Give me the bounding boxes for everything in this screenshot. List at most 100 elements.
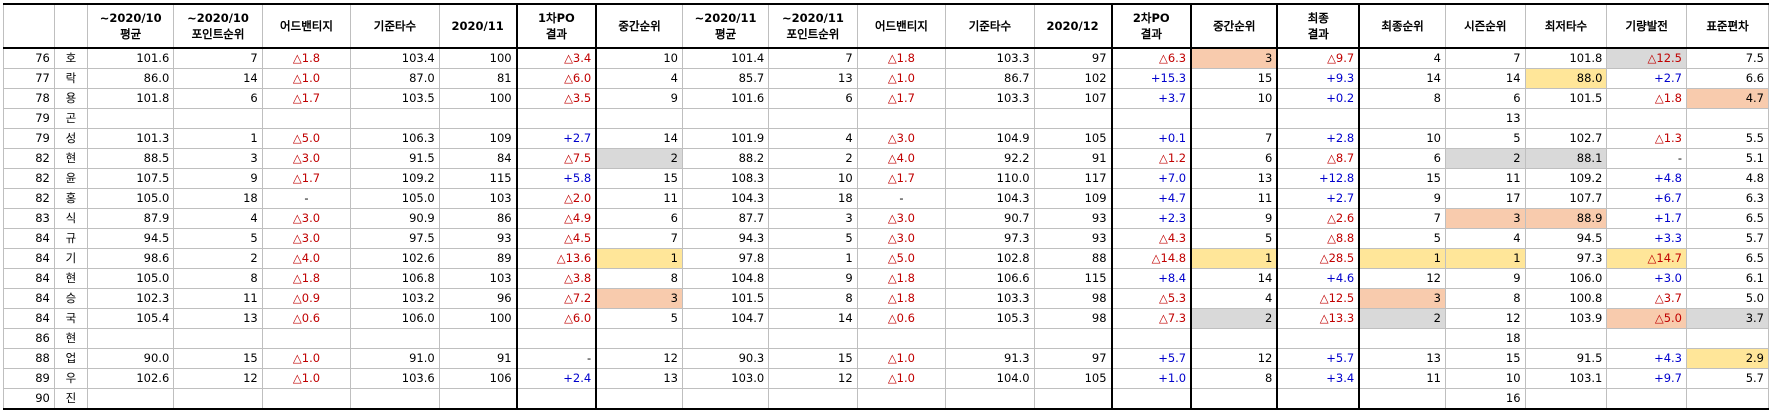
cell-b6: △5.3 [1110, 288, 1193, 309]
cell-a5: 109 [438, 128, 518, 149]
cell-a1: 86.0 [87, 68, 175, 89]
cell-a7: 4 [595, 68, 683, 89]
cell-c5: +3.3 [1606, 228, 1687, 249]
table-row: 82 홍 105.0 18-105.0 103 △2.0 11 104.3 18-104.3 10… [3, 188, 1769, 209]
cell-c4 [1524, 108, 1608, 129]
cell-b3: △3.0 [856, 208, 947, 229]
cell-a5: 84 [438, 148, 518, 169]
cell-c5: △1.3 [1606, 128, 1687, 149]
cell-a3: - [261, 188, 352, 209]
cell-a2: 5 [173, 228, 263, 249]
table-row: 86 현 18 [3, 328, 1769, 349]
cell-b4: 103.3 [945, 47, 1035, 69]
cell-b3 [856, 388, 947, 410]
cell-b2: 8 [768, 288, 858, 309]
cell-a7: 15 [595, 168, 683, 189]
cell-b6: △4.3 [1110, 228, 1193, 249]
cell-b3: △1.7 [856, 168, 947, 189]
cell-c5: - [1606, 148, 1687, 169]
cell-rank: 78 [3, 88, 55, 109]
cell-a1: 107.5 [87, 168, 175, 189]
cell-c6: 7.5 [1686, 47, 1769, 69]
cell-b5: 117 [1033, 168, 1113, 189]
cell-c2: 5 [1358, 228, 1446, 249]
cell-a3: △3.0 [261, 148, 352, 169]
cell-c4 [1524, 328, 1608, 349]
cell-a7: 1 [595, 248, 683, 269]
cell-a3: △0.9 [261, 288, 352, 309]
cell-c6 [1686, 328, 1769, 349]
cell-c3: 15 [1444, 348, 1526, 369]
cell-b1: 104.8 [681, 268, 770, 289]
cell-b5: 105 [1033, 368, 1113, 389]
cell-b4: 90.7 [945, 208, 1035, 229]
cell-c5: +1.7 [1606, 208, 1687, 229]
cell-c4 [1524, 388, 1608, 410]
cell-a5: 100 [438, 88, 518, 109]
cell-c6: 5.5 [1686, 128, 1769, 149]
cell-c6: 5.7 [1686, 228, 1769, 249]
cell-a3: △5.0 [261, 128, 352, 149]
cell-c2: 4 [1358, 47, 1446, 69]
cell-name: 업 [53, 348, 89, 369]
cell-c6: 6.3 [1686, 188, 1769, 209]
cell-a4: 106.8 [350, 268, 440, 289]
cell-name: 우 [53, 368, 89, 389]
cell-b5: 98 [1033, 288, 1113, 309]
cell-c5: +2.7 [1606, 68, 1687, 89]
table-row: 78 용 101.8 6 △1.7 103.5 100 △3.5 9 101.6 6 △1.7 103.… [3, 88, 1769, 109]
cell-a5: 100 [438, 47, 518, 69]
cell-a5 [438, 108, 518, 129]
cell-c3: 10 [1444, 368, 1526, 389]
cell-b4: 103.3 [945, 288, 1035, 309]
cell-c6: 5.0 [1686, 288, 1769, 309]
cell-a6: +2.7 [515, 128, 598, 149]
column-header-b2: ~2020/11 포인트순위 [768, 3, 858, 49]
cell-a4: 105.0 [350, 188, 440, 209]
cell-b1: 101.4 [681, 47, 770, 69]
cell-b4: 104.9 [945, 128, 1035, 149]
cell-a1 [87, 328, 175, 349]
table-row: 89 우 102.6 12 △1.0 103.6 106 +2.4 13 103.0 12 △1.0 1… [3, 368, 1769, 389]
cell-b3: △1.8 [856, 47, 947, 69]
cell-c2: 9 [1358, 188, 1446, 209]
cell-b6 [1110, 328, 1193, 349]
cell-a5: 106 [438, 368, 518, 389]
table-row: 79 곤 13 [3, 108, 1769, 129]
cell-b4 [945, 328, 1035, 349]
cell-b7: 15 [1190, 68, 1278, 89]
cell-c5 [1606, 108, 1687, 129]
column-header-a1: ~2020/10 평균 [87, 3, 175, 49]
cell-a2: 4 [173, 208, 263, 229]
cell-name: 규 [53, 228, 89, 249]
cell-a7: 11 [595, 188, 683, 209]
cell-a1: 88.5 [87, 148, 175, 169]
cell-c6: 5.1 [1686, 148, 1769, 169]
cell-b3: △1.8 [856, 288, 947, 309]
cell-a3: △3.0 [261, 208, 352, 229]
column-header-b1: ~2020/11 평균 [681, 3, 770, 49]
cell-c2: 2 [1358, 308, 1446, 329]
cell-a2: 3 [173, 148, 263, 169]
cell-a4: 91.0 [350, 348, 440, 369]
cell-c5 [1606, 388, 1687, 410]
cell-a3: △4.0 [261, 248, 352, 269]
cell-a5: 115 [438, 168, 518, 189]
cell-c3: 7 [1444, 47, 1526, 69]
cell-c3: 2 [1444, 148, 1526, 169]
cell-a5: 93 [438, 228, 518, 249]
cell-b3: △5.0 [856, 248, 947, 269]
cell-a2: 12 [173, 368, 263, 389]
cell-c3: 13 [1444, 108, 1526, 129]
cell-c5: +4.3 [1606, 348, 1687, 369]
cell-b2: 3 [768, 208, 858, 229]
cell-name: 현 [53, 148, 89, 169]
cell-a3: △0.6 [261, 308, 352, 329]
cell-b7: 9 [1190, 208, 1278, 229]
cell-rank: 84 [3, 248, 55, 269]
cell-b3: - [856, 188, 947, 209]
cell-b6: △1.2 [1110, 148, 1193, 169]
table-row: 84 기 98.6 2 △4.0 102.6 89 △13.6 1 97.8 1 △5.0 102.8 8… [3, 248, 1769, 269]
cell-a4: 109.2 [350, 168, 440, 189]
cell-c4: 109.2 [1524, 168, 1608, 189]
